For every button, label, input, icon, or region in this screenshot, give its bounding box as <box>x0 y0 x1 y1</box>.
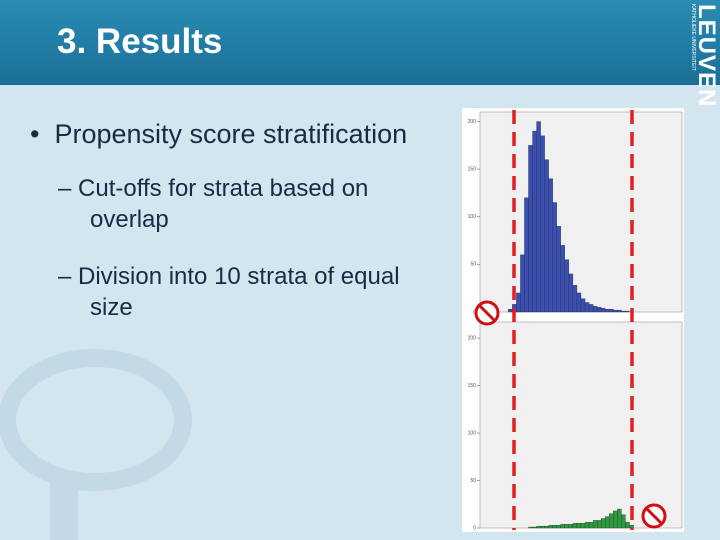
bar <box>588 304 594 313</box>
bar <box>520 254 525 313</box>
bar <box>617 309 622 313</box>
bar <box>560 524 565 529</box>
slide-title: 3. Results <box>57 22 223 61</box>
plot-area <box>479 111 683 313</box>
bar <box>552 202 557 313</box>
bar <box>592 306 598 313</box>
bar <box>516 292 521 313</box>
bullet-text: Propensity score stratification <box>54 119 408 149</box>
bullet-text: Cut-offs for strata based on overlap <box>78 175 369 233</box>
bar <box>584 522 590 529</box>
bar <box>609 513 614 529</box>
bar <box>588 522 594 529</box>
no-sign <box>474 300 500 326</box>
bar <box>572 285 578 313</box>
bar <box>584 302 590 313</box>
bar <box>597 520 602 529</box>
bullet: – Cut-offs for strata based on overlap <box>58 173 410 235</box>
bar <box>617 508 622 529</box>
no-sign <box>641 503 667 529</box>
bullet-marker: – <box>58 263 79 290</box>
y-tick-label: 100 <box>468 214 477 220</box>
bar <box>556 525 561 529</box>
bar <box>605 516 610 529</box>
bar <box>564 524 570 529</box>
y-tick-label: 150 <box>468 383 477 389</box>
bar <box>625 310 630 313</box>
bar <box>629 525 634 529</box>
bar <box>568 273 574 313</box>
bar <box>576 292 582 313</box>
bullet-marker: • <box>30 119 55 149</box>
bullet-text: Division into 10 strata of equal size <box>78 263 400 321</box>
bar <box>592 520 598 529</box>
bullet-list: • Propensity score stratification – Cut-o… <box>30 118 410 349</box>
y-tick-label: 50 <box>470 478 476 484</box>
bar <box>601 518 606 529</box>
bar <box>528 145 533 313</box>
bar <box>576 523 582 529</box>
y-tick-label: 150 <box>468 166 477 172</box>
bar <box>540 525 545 529</box>
y-tick-label: 0 <box>473 525 476 531</box>
bar <box>536 525 541 529</box>
bar <box>580 523 586 529</box>
bar <box>508 308 513 313</box>
y-tick-label: 200 <box>468 335 477 341</box>
bar <box>621 514 626 529</box>
y-tick-label: 200 <box>468 119 477 125</box>
bar <box>528 526 533 529</box>
bar <box>544 159 549 313</box>
bar <box>524 197 529 313</box>
bar <box>536 121 541 313</box>
watermark <box>0 349 192 540</box>
bar <box>597 307 602 313</box>
bar <box>601 308 606 313</box>
bar <box>548 178 553 313</box>
bar <box>568 524 574 529</box>
bar <box>532 526 537 529</box>
bar <box>572 523 578 529</box>
bar <box>564 259 570 313</box>
y-tick-label: 100 <box>468 430 477 436</box>
bar <box>544 525 549 529</box>
bar <box>625 522 630 529</box>
bar <box>556 226 561 313</box>
bar <box>621 310 626 313</box>
bar <box>580 298 586 313</box>
bar <box>560 245 565 313</box>
plot-area <box>479 321 683 529</box>
bar <box>605 308 610 313</box>
bar <box>613 510 618 529</box>
bar <box>548 525 553 529</box>
bullet-marker: – <box>58 175 79 202</box>
bar <box>540 135 545 313</box>
bar <box>609 308 614 313</box>
bar <box>532 130 537 313</box>
bar <box>613 309 618 313</box>
y-tick-label: 50 <box>470 262 476 268</box>
bullet: • Propensity score stratification <box>30 118 410 151</box>
bar <box>552 525 557 529</box>
header-bar <box>0 0 720 85</box>
bullet: – Division into 10 strata of equal size <box>58 261 410 323</box>
